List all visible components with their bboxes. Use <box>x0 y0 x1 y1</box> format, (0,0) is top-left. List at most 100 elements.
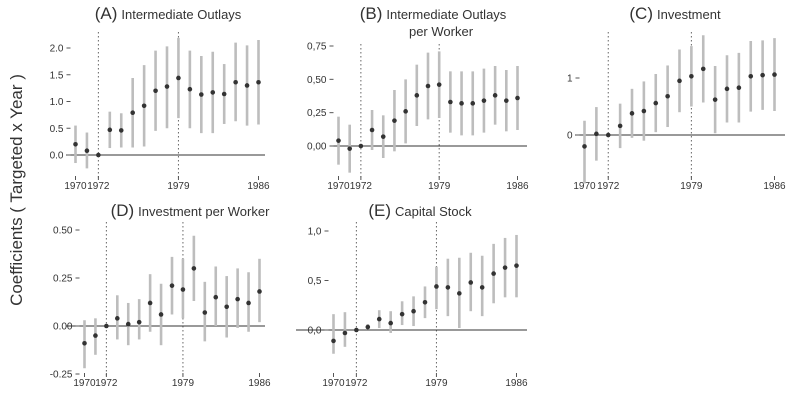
data-point <box>594 131 599 137</box>
panel-title-line: Investment per Worker <box>138 204 270 219</box>
data-point <box>481 98 487 103</box>
data-point <box>468 280 474 285</box>
data-point <box>358 143 364 149</box>
data-point <box>244 83 250 88</box>
data-point <box>425 83 431 89</box>
data-point <box>331 338 336 344</box>
panel-d: (D) Investment per Worker -0.25 0.00 0.25 0.5… <box>50 201 271 389</box>
data-point <box>470 101 476 106</box>
data-point <box>82 340 87 346</box>
data-point <box>434 284 439 289</box>
data-point <box>380 134 386 139</box>
data-point <box>403 109 408 114</box>
x-tick-label: 1972 <box>345 378 368 389</box>
x-tick-label: 1970 <box>322 378 345 389</box>
data-point <box>141 103 147 109</box>
data-point <box>605 132 611 138</box>
data-point <box>158 312 164 317</box>
y-tick-label: 1.5 <box>50 70 64 81</box>
data-point <box>457 291 462 296</box>
data-point <box>712 97 718 102</box>
data-point <box>256 79 261 85</box>
x-tick-label: 1979 <box>425 378 448 389</box>
y-tick-label: 0.25 <box>53 274 73 285</box>
panel-title-line-2: per Worker <box>409 24 474 39</box>
data-point <box>772 72 777 77</box>
data-point <box>617 123 623 129</box>
x-tick-label: 1970 <box>64 181 87 192</box>
x-tick-label: 1986 <box>248 378 271 389</box>
x-tick-label: 1972 <box>95 378 118 389</box>
data-point <box>760 72 765 78</box>
y-tick-label: 0,25 <box>307 108 327 119</box>
data-point <box>653 100 659 106</box>
data-point <box>210 90 216 95</box>
y-tick-label: 0,00 <box>307 142 327 153</box>
data-point <box>392 118 397 123</box>
panel-title-line: Investment <box>657 7 721 22</box>
y-tick-label: 0,50 <box>307 75 327 86</box>
data-point <box>369 127 375 133</box>
data-point <box>104 323 109 329</box>
panel-title: (C) Investment <box>629 4 721 23</box>
data-point <box>748 73 754 79</box>
data-point <box>411 308 416 314</box>
panel-title-line: Capital Stock <box>395 204 472 219</box>
x-tick-label: 1986 <box>763 181 786 192</box>
x-tick-label: 1979 <box>172 378 195 389</box>
data-point <box>514 263 519 268</box>
data-point <box>107 127 113 133</box>
data-point <box>354 327 359 333</box>
y-tick-label: 1,0 <box>308 227 322 238</box>
panel-title: (B) Intermediate Outlays <box>360 4 507 23</box>
x-tick-label: 1972 <box>350 181 373 192</box>
panel-title-line: Intermediate Outlays <box>121 7 241 22</box>
data-point <box>414 93 420 98</box>
data-point <box>448 99 453 105</box>
y-tick-label: -0.25 <box>50 370 73 381</box>
data-point <box>365 324 371 330</box>
y-tick-label: 0.00 <box>53 322 73 333</box>
panel-letter: (E) <box>368 201 391 220</box>
data-point <box>187 86 193 92</box>
panel-letter: (B) <box>360 4 383 23</box>
data-point <box>202 310 208 315</box>
data-point <box>736 85 742 90</box>
data-point <box>665 93 670 99</box>
x-tick-label: 1986 <box>247 181 270 192</box>
data-point <box>479 285 485 290</box>
x-tick-label: 1979 <box>680 181 703 192</box>
x-tick-label: 1986 <box>505 378 528 389</box>
panel-c: (C) Investment 0 1 1970 1972 1979 1986 <box>567 4 786 192</box>
data-point <box>342 330 348 336</box>
y-tick-label: 2.0 <box>50 44 64 55</box>
data-point <box>724 86 730 92</box>
x-tick-label: 1970 <box>573 181 596 192</box>
data-point <box>641 108 647 114</box>
data-point <box>136 319 142 325</box>
panel-title: (D) Investment per Worker <box>111 201 271 220</box>
data-point <box>115 316 120 321</box>
x-tick-label: 1972 <box>87 181 110 192</box>
data-point <box>235 296 240 302</box>
data-point <box>130 110 135 116</box>
data-point <box>677 78 682 84</box>
data-point <box>153 88 158 94</box>
figure-ylabel: Coefficients ( Targeted x Year ) <box>7 74 26 306</box>
y-tick-label: 0,75 <box>307 42 327 53</box>
data-point <box>504 98 509 103</box>
data-point <box>73 142 78 147</box>
data-point <box>180 287 186 292</box>
data-point <box>422 299 428 305</box>
data-point <box>700 66 706 72</box>
data-point <box>164 84 170 89</box>
panel-title: (E) Capital Stock <box>368 201 472 220</box>
data-point <box>125 321 131 327</box>
y-tick-label: 0.5 <box>50 124 64 135</box>
panel-letter: (C) <box>629 4 653 23</box>
data-point <box>176 75 181 81</box>
data-point <box>347 146 352 151</box>
data-point <box>257 289 262 294</box>
data-point <box>629 111 635 116</box>
